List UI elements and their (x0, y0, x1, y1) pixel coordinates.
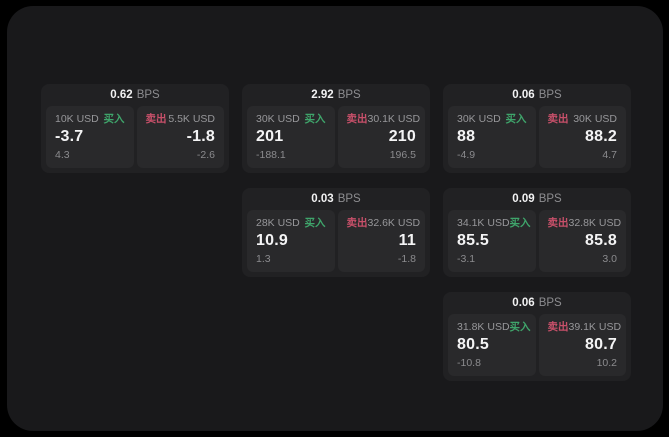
buy-quote-panel[interactable]: 30K USD 买入 88 -4.9 (448, 106, 536, 168)
sell-quote-panel[interactable]: 卖出 30.1K USD 210 196.5 (337, 106, 425, 168)
app-background: 0.62 BPS 10K USD 买入 -3.7 4.3 卖出 5.5K USD (7, 6, 663, 431)
card-body: 28K USD 买入 10.9 1.3 卖出 32.6K USD 11 -1.8 (242, 210, 430, 277)
sell-label: 卖出 (547, 113, 569, 125)
card-header: 2.92 BPS (242, 84, 430, 106)
card-header: 0.62 BPS (41, 84, 229, 106)
sell-size: 39.1K USD (568, 321, 622, 333)
bps-unit-label: BPS (337, 89, 361, 101)
buy-size: 10K USD (55, 113, 99, 125)
bps-unit-label: BPS (538, 193, 562, 205)
buy-label: 买入 (505, 113, 527, 125)
buy-quote-panel[interactable]: 30K USD 买入 201 -188.1 (247, 106, 335, 168)
sell-sub-value: -2.6 (196, 149, 215, 161)
quote-card: 0.03 BPS 28K USD 买入 10.9 1.3 卖出 32.6K US… (242, 188, 430, 277)
sell-quote-panel[interactable]: 卖出 5.5K USD -1.8 -2.6 (136, 106, 224, 168)
bps-unit-label: BPS (538, 297, 562, 309)
buy-size: 30K USD (256, 113, 300, 125)
card-header: 0.06 BPS (443, 292, 631, 314)
card-body: 30K USD 买入 88 -4.9 卖出 30K USD 88.2 4.7 (443, 106, 631, 173)
card-header: 0.09 BPS (443, 188, 631, 210)
bps-value: 2.92 (311, 89, 334, 101)
bps-unit-label: BPS (136, 89, 160, 101)
buy-label: 买入 (509, 321, 531, 333)
sell-quote-panel[interactable]: 卖出 39.1K USD 80.7 10.2 (538, 314, 626, 376)
quote-card: 0.06 BPS 30K USD 买入 88 -4.9 卖出 30K USD (443, 84, 631, 173)
buy-sub-value: 4.3 (55, 149, 70, 161)
buy-price: -3.7 (55, 128, 84, 145)
quote-card: 0.06 BPS 31.8K USD 买入 80.5 -10.8 卖出 39.1… (443, 292, 631, 381)
sell-sub-value: -1.8 (397, 253, 416, 265)
sell-label: 卖出 (346, 113, 368, 125)
buy-quote-panel[interactable]: 34.1K USD 买入 85.5 -3.1 (448, 210, 536, 272)
sell-quote-panel[interactable]: 卖出 32.8K USD 85.8 3.0 (538, 210, 626, 272)
sell-sub-value: 4.7 (602, 149, 617, 161)
buy-price: 80.5 (457, 336, 489, 353)
buy-sub-value: -4.9 (457, 149, 476, 161)
bps-value: 0.03 (311, 193, 334, 205)
card-header: 0.06 BPS (443, 84, 631, 106)
card-body: 30K USD 买入 201 -188.1 卖出 30.1K USD 210 1… (242, 106, 430, 173)
sell-size: 32.8K USD (568, 217, 622, 229)
sell-price: 80.7 (585, 336, 617, 353)
sell-label: 卖出 (547, 321, 569, 333)
buy-size: 30K USD (457, 113, 501, 125)
buy-quote-panel[interactable]: 10K USD 买入 -3.7 4.3 (46, 106, 134, 168)
sell-price: 85.8 (585, 232, 617, 249)
buy-quote-panel[interactable]: 31.8K USD 买入 80.5 -10.8 (448, 314, 536, 376)
buy-sub-value: -3.1 (457, 253, 476, 265)
bps-unit-label: BPS (538, 89, 562, 101)
sell-label: 卖出 (145, 113, 167, 125)
buy-label: 买入 (304, 113, 326, 125)
sell-label: 卖出 (547, 217, 569, 229)
buy-size: 34.1K USD (457, 217, 510, 229)
sell-price: 88.2 (585, 128, 617, 145)
buy-label: 买入 (304, 217, 326, 229)
quote-cards-grid: 0.62 BPS 10K USD 买入 -3.7 4.3 卖出 5.5K USD (41, 84, 631, 381)
buy-label: 买入 (103, 113, 125, 125)
bps-unit-label: BPS (337, 193, 361, 205)
card-body: 10K USD 买入 -3.7 4.3 卖出 5.5K USD -1.8 -2.… (41, 106, 229, 173)
buy-size: 28K USD (256, 217, 300, 229)
buy-sub-value: 1.3 (256, 253, 271, 265)
buy-quote-panel[interactable]: 28K USD 买入 10.9 1.3 (247, 210, 335, 272)
sell-sub-value: 196.5 (389, 149, 416, 161)
buy-size: 31.8K USD (457, 321, 510, 333)
sell-price: 210 (388, 128, 416, 145)
bps-value: 0.09 (512, 193, 535, 205)
card-body: 34.1K USD 买入 85.5 -3.1 卖出 32.8K USD 85.8… (443, 210, 631, 277)
sell-size: 5.5K USD (168, 113, 215, 125)
sell-size: 30K USD (573, 113, 617, 125)
quote-card: 2.92 BPS 30K USD 买入 201 -188.1 卖出 30.1K … (242, 84, 430, 173)
sell-price: 11 (398, 232, 416, 249)
sell-size: 30.1K USD (367, 113, 421, 125)
buy-price: 10.9 (256, 232, 288, 249)
sell-price: -1.8 (186, 128, 215, 145)
buy-price: 85.5 (457, 232, 489, 249)
quote-card: 0.09 BPS 34.1K USD 买入 85.5 -3.1 卖出 32.8K… (443, 188, 631, 277)
sell-quote-panel[interactable]: 卖出 32.6K USD 11 -1.8 (337, 210, 425, 272)
card-body: 31.8K USD 买入 80.5 -10.8 卖出 39.1K USD 80.… (443, 314, 631, 381)
buy-price: 201 (256, 128, 284, 145)
sell-sub-value: 10.2 (596, 357, 617, 369)
bps-value: 0.06 (512, 89, 535, 101)
sell-label: 卖出 (346, 217, 368, 229)
bps-value: 0.06 (512, 297, 535, 309)
buy-price: 88 (457, 128, 476, 145)
bps-value: 0.62 (110, 89, 133, 101)
card-header: 0.03 BPS (242, 188, 430, 210)
sell-quote-panel[interactable]: 卖出 30K USD 88.2 4.7 (538, 106, 626, 168)
buy-sub-value: -10.8 (457, 357, 481, 369)
sell-sub-value: 3.0 (602, 253, 617, 265)
buy-sub-value: -188.1 (256, 149, 286, 161)
sell-size: 32.6K USD (367, 217, 421, 229)
quote-card: 0.62 BPS 10K USD 买入 -3.7 4.3 卖出 5.5K USD (41, 84, 229, 173)
buy-label: 买入 (509, 217, 531, 229)
